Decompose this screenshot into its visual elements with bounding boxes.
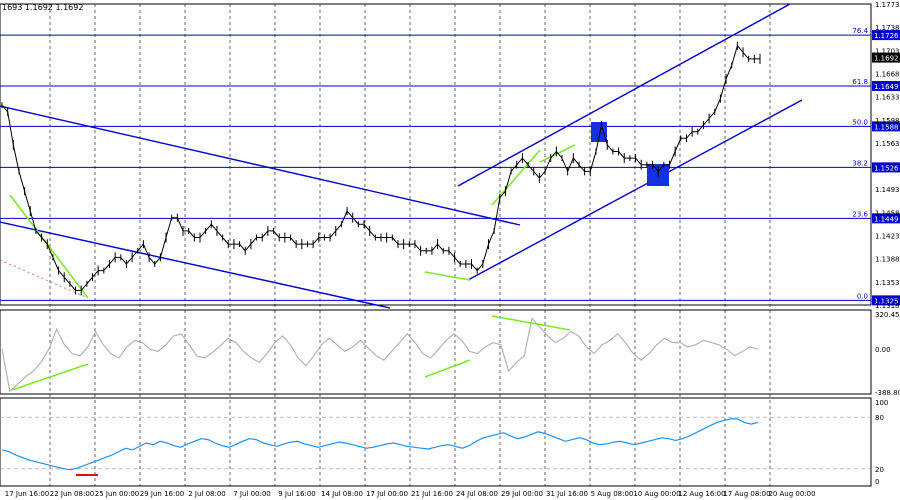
signal-box [591,122,607,142]
fib-price-tag [872,295,900,306]
rsi-panel-frame [0,397,872,487]
price-tick-label: 1.1563 [875,140,900,148]
price-tick-label: 1.1598 [875,117,900,125]
cci-axis-mid: 0.00 [875,346,891,354]
main-panel-frame [0,3,872,306]
rsi-series [0,416,871,476]
cci-axis-top: 320.4558 [875,311,900,319]
price-tick-label: 1.1773 [875,1,900,9]
dotted-red-line [0,259,89,299]
fib-price-label: 1.1526 [874,164,899,172]
trend-channel-line [0,221,391,309]
price-tick-label: 1.1353 [875,279,900,287]
trend-channel-line [467,99,803,281]
time-tick-label: 31 Jul 16:00 [546,490,588,498]
ohlc-header: 1693 1.1692 1.1692 [2,3,83,12]
price-tick-label: 1.1668 [875,70,900,78]
rsi-axis-bottom: 0 [875,478,879,486]
rsi-axis-lower: 20 [875,466,884,474]
fib-price-label: 1.1325 [874,297,899,305]
time-tick-label: 21 Jul 16:00 [411,490,453,498]
time-tick-label: 20 Aug 00:00 [768,490,815,498]
time-tick-label: 17 Jun 16:00 [5,490,49,498]
time-tick-label: 2 Jul 08:00 [188,490,226,498]
rsi-line [1,418,759,471]
trendlines [0,3,803,309]
time-tick-label: 17 Jul 00:00 [366,490,408,498]
price-tick-label: 1.1423 [875,233,900,241]
price-series [1,41,761,296]
trend-channel-line [457,3,791,187]
fib-level-pct: 0.0 [857,292,868,300]
divergence-line [9,194,89,299]
time-tick-label: 24 Jul 08:00 [456,490,498,498]
time-tick-label: 12 Aug 16:00 [678,490,725,498]
fib-level-pct: 61.8 [852,78,868,86]
time-tick-label: 29 Jul 00:00 [501,490,543,498]
price-tick-label: 1.1633 [875,94,900,102]
trend-channel-line [0,105,521,226]
cci-axis-bottom: -388.803 [875,389,900,397]
cci-panel-frame [0,309,872,395]
price-tick-label: 1.1703 [875,47,900,55]
fib-price-label: 1.1588 [874,123,899,131]
price-tick-label: 1.1738 [875,24,900,32]
rsi-axis-top: 100 [875,399,888,407]
price-tick-label: 1.1493 [875,186,900,194]
time-tick-label: 29 Jun 16:00 [140,490,184,498]
divergence-line [491,149,541,206]
fib-price-label: 1.1449 [874,215,899,223]
time-tick-label: 7 Jul 00:00 [233,490,271,498]
axes: 17 Jun 16:00 22 Jun 08:00 25 Jun 00:00 29 J… [5,1,900,498]
fib-levels: 76.4 1.1726 61.8 1.1649 50.0 1.1588 38.2 1.1526… [0,27,900,306]
cci-divergence-line [491,315,571,331]
fib-price-tag [872,81,900,92]
time-tick-label: 22 Jun 08:00 [50,490,94,498]
cci-divergence-line [11,363,89,391]
time-tick-label: 9 Jul 16:00 [278,490,316,498]
price-line [1,44,760,291]
cci-line [1,317,759,393]
time-tick-label: 25 Jun 00:00 [95,490,139,498]
fib-price-label: 1.1649 [874,83,899,91]
fib-price-tag [872,162,900,173]
price-tick-label: 1.1388 [875,256,900,264]
current-price-label: 1.1692 [874,55,899,63]
fib-price-tag [872,213,900,224]
rsi-axis-upper: 80 [875,414,884,422]
current-price-tag [872,52,900,63]
time-tick-label: 17 Aug 08:00 [723,490,770,498]
fib-price-tag [872,30,900,41]
cci-series [1,315,759,393]
fib-level-pct: 38.2 [852,159,868,167]
divergence-line [424,271,471,281]
fib-level-pct: 23.6 [852,210,868,218]
price-tick-label: 1.1458 [875,209,900,217]
cci-divergence-line [424,359,471,378]
time-tick-label: 10 Aug 00:00 [633,490,680,498]
time-tick-label: 14 Jul 08:00 [321,490,363,498]
time-tick-label: 5 Aug 08:00 [591,490,634,498]
vertical-grid [49,4,771,486]
fib-level-pct: 76.4 [852,27,868,35]
fib-level-pct: 50.0 [852,118,868,126]
fib-price-tag [872,121,900,132]
price-tick-label: 1.1318 [875,302,900,310]
fib-price-label: 1.1726 [874,32,899,40]
